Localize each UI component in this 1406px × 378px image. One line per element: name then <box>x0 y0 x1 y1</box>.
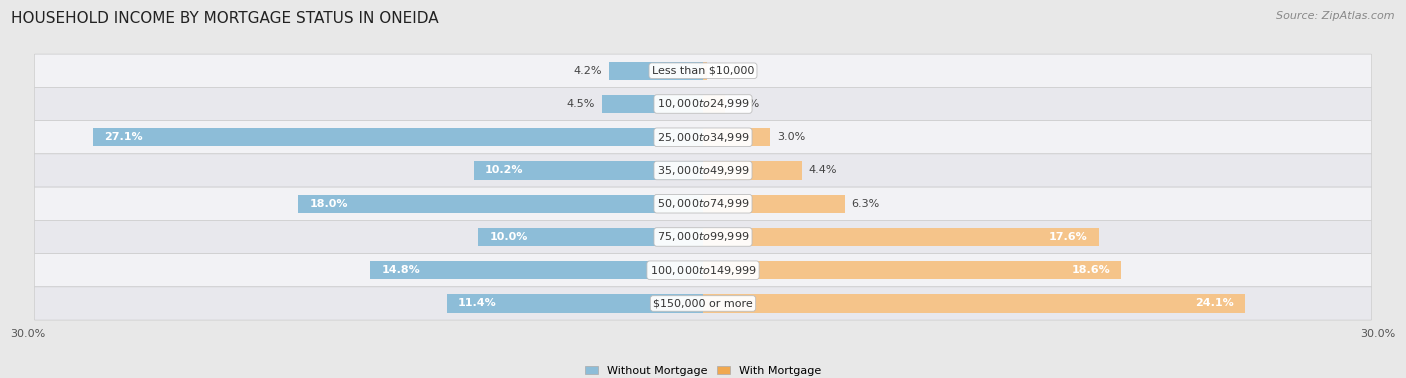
FancyBboxPatch shape <box>34 254 1372 287</box>
Text: 10.2%: 10.2% <box>485 166 523 175</box>
Bar <box>93 128 703 146</box>
Text: Less than $10,000: Less than $10,000 <box>652 66 754 76</box>
Text: 6.3%: 6.3% <box>852 199 880 209</box>
FancyBboxPatch shape <box>34 154 1372 187</box>
Text: 4.5%: 4.5% <box>567 99 595 109</box>
Bar <box>703 62 707 80</box>
Bar <box>370 261 703 279</box>
Bar <box>447 294 703 313</box>
Text: $50,000 to $74,999: $50,000 to $74,999 <box>657 197 749 210</box>
Legend: Without Mortgage, With Mortgage: Without Mortgage, With Mortgage <box>581 361 825 378</box>
Text: 27.1%: 27.1% <box>104 132 143 142</box>
Text: $35,000 to $49,999: $35,000 to $49,999 <box>657 164 749 177</box>
Text: 24.1%: 24.1% <box>1195 299 1234 308</box>
Text: 4.4%: 4.4% <box>808 166 837 175</box>
Text: $75,000 to $99,999: $75,000 to $99,999 <box>657 231 749 243</box>
Text: $25,000 to $34,999: $25,000 to $34,999 <box>657 131 749 144</box>
Bar <box>609 62 703 80</box>
Bar <box>703 228 1099 246</box>
FancyBboxPatch shape <box>34 54 1372 87</box>
Text: 3.0%: 3.0% <box>778 132 806 142</box>
Bar <box>478 228 703 246</box>
Bar <box>703 261 1122 279</box>
FancyBboxPatch shape <box>34 287 1372 320</box>
Text: $100,000 to $149,999: $100,000 to $149,999 <box>650 264 756 277</box>
Bar <box>703 294 1246 313</box>
Bar <box>602 95 703 113</box>
FancyBboxPatch shape <box>34 87 1372 121</box>
Bar <box>703 128 770 146</box>
Text: Source: ZipAtlas.com: Source: ZipAtlas.com <box>1277 11 1395 21</box>
FancyBboxPatch shape <box>34 220 1372 254</box>
Text: HOUSEHOLD INCOME BY MORTGAGE STATUS IN ONEIDA: HOUSEHOLD INCOME BY MORTGAGE STATUS IN O… <box>11 11 439 26</box>
Text: 1.0%: 1.0% <box>733 99 761 109</box>
Text: 18.6%: 18.6% <box>1071 265 1111 275</box>
Bar <box>474 161 703 180</box>
Text: 18.0%: 18.0% <box>309 199 347 209</box>
FancyBboxPatch shape <box>34 121 1372 154</box>
Text: 0.19%: 0.19% <box>714 66 749 76</box>
Text: 17.6%: 17.6% <box>1049 232 1088 242</box>
Text: 4.2%: 4.2% <box>574 66 602 76</box>
FancyBboxPatch shape <box>34 187 1372 220</box>
Bar <box>703 161 801 180</box>
Bar <box>703 95 725 113</box>
Text: $150,000 or more: $150,000 or more <box>654 299 752 308</box>
Text: $10,000 to $24,999: $10,000 to $24,999 <box>657 98 749 110</box>
Text: 11.4%: 11.4% <box>458 299 496 308</box>
Text: 14.8%: 14.8% <box>381 265 420 275</box>
Bar <box>298 195 703 213</box>
Bar <box>703 195 845 213</box>
Text: 10.0%: 10.0% <box>489 232 527 242</box>
